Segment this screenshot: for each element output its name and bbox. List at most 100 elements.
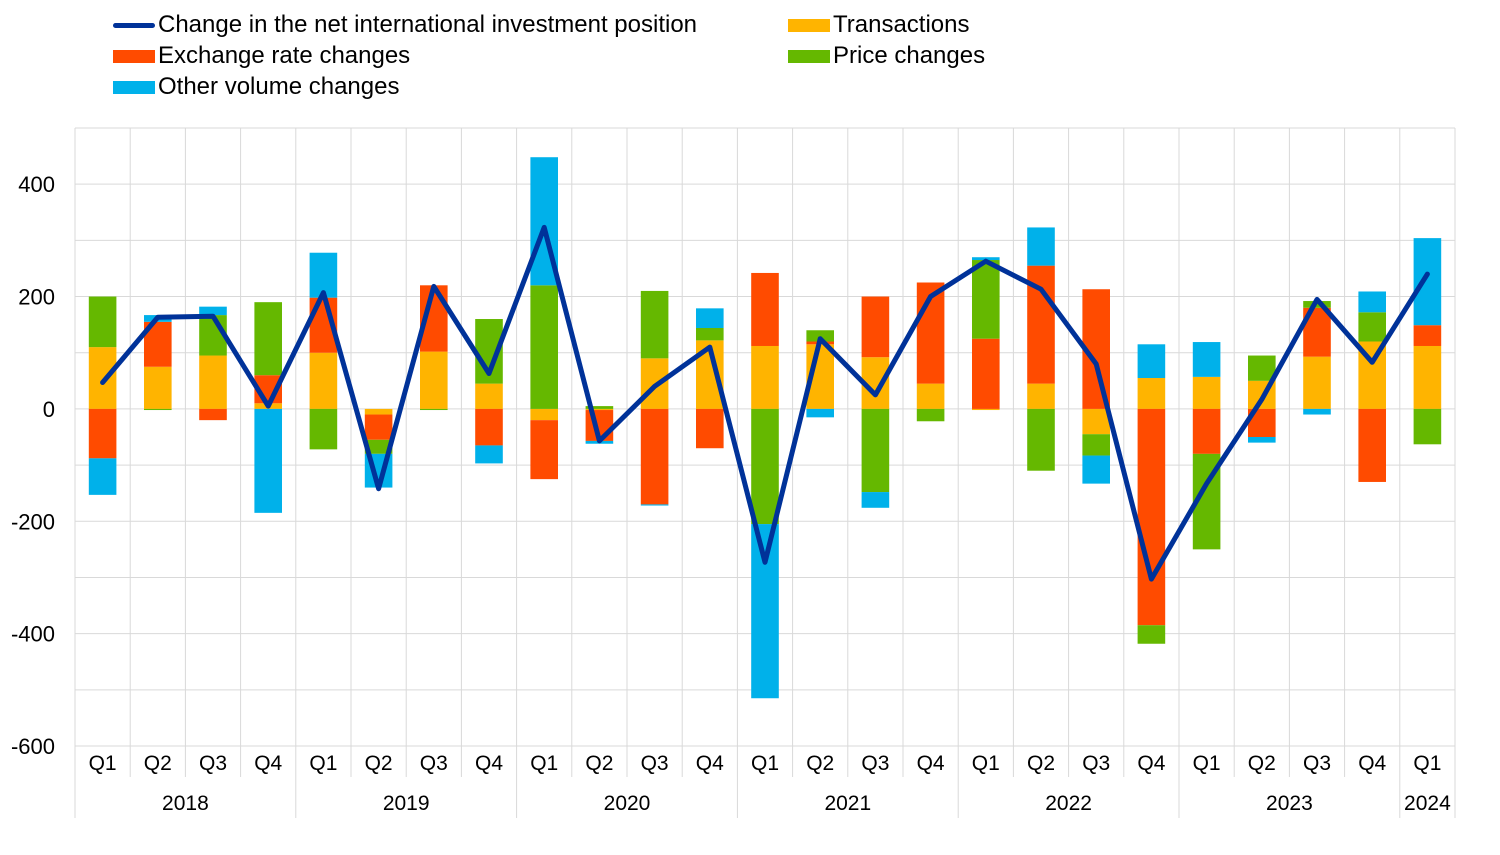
bar-transactions (1303, 356, 1331, 409)
bar-transactions (530, 408, 558, 421)
bar-transactions (1413, 345, 1442, 409)
x-tick-label: Q1 (972, 752, 1000, 775)
x-tick-label: Q3 (199, 752, 227, 775)
x-axis: Q1 Q2 Q3 Q4 Q1 Q2 Q3 Q4 Q1 Q2 Q3 Q4 Q1 Q2 Q3 Q4 Q1 Q2 Q3 Q4… (74, 752, 1456, 818)
bar-transactions (144, 366, 172, 409)
chart-legend: Change in the net international investme… (0, 0, 1500, 110)
bar-transactions (199, 355, 227, 409)
bar-price (640, 290, 669, 359)
bar-transactions (364, 408, 393, 415)
bar-price (1413, 408, 1442, 445)
bar-price (585, 406, 614, 409)
y-tick-label: 400 (18, 172, 55, 197)
x-tick-label: Q2 (144, 752, 172, 775)
y-tick-label: -600 (11, 734, 55, 759)
bar-other (1027, 227, 1055, 266)
bar-exchange (475, 408, 503, 446)
bar-exchange (88, 408, 117, 459)
bar-transactions (1082, 408, 1110, 435)
x-tick-label: Q4 (1137, 752, 1165, 775)
bar-other (1192, 342, 1221, 377)
line-net-position (100, 224, 1430, 582)
x-tick-label: Q1 (1413, 752, 1441, 775)
bar-price (1082, 434, 1110, 456)
y-tick-label: -400 (11, 622, 55, 647)
x-tick-label: Q2 (1248, 752, 1276, 775)
bar-exchange (1192, 408, 1221, 454)
bar-exchange (1413, 325, 1442, 346)
bar-other (1303, 408, 1331, 415)
bar-other (1358, 291, 1386, 313)
bar-price (364, 439, 393, 454)
bar-other (806, 408, 834, 418)
legend-label-transactions: Transactions (833, 11, 970, 38)
legend-item-net: Change in the net international investme… (113, 11, 697, 39)
bar-exchange (1137, 408, 1166, 626)
x-tick-label: Q4 (1358, 752, 1386, 775)
bar-exchange (199, 408, 227, 421)
bar-other (254, 408, 282, 513)
bar-other (861, 492, 890, 508)
year-label: 2022 (1045, 792, 1092, 815)
bar-transactions (751, 345, 779, 409)
bar-exchange (640, 408, 669, 505)
bar-other (88, 458, 117, 495)
bar-exchange (1358, 408, 1386, 482)
bar-price (309, 408, 338, 450)
x-tick-label: Q2 (365, 752, 393, 775)
bar-transactions (309, 352, 338, 409)
y-tick-label: 0 (43, 397, 55, 422)
legend-item-price: Price changes (788, 42, 985, 70)
bar-price (1027, 408, 1055, 471)
x-tick-label: Q1 (751, 752, 779, 775)
bar-price (254, 302, 282, 376)
x-tick-label: Q4 (475, 752, 503, 775)
x-tick-label: Q3 (1303, 752, 1331, 775)
x-tick-label: Q4 (696, 752, 724, 775)
bar-price (696, 328, 724, 341)
bar-transactions (1027, 383, 1055, 409)
bar-exchange (751, 272, 779, 346)
legend-label-price: Price changes (833, 42, 986, 69)
bar-price (916, 408, 945, 422)
legend-label-other: Other volume changes (158, 73, 400, 100)
year-label: 2024 (1404, 792, 1451, 815)
legend-item-transactions: Transactions (788, 11, 970, 39)
x-tick-label: Q2 (806, 752, 834, 775)
bar-price (1137, 625, 1166, 644)
bar-other (640, 504, 669, 506)
bar-other (475, 445, 503, 464)
bar-price (420, 408, 448, 411)
bar-other (1248, 437, 1276, 443)
bar-transactions (1192, 376, 1221, 409)
bar-other (1137, 344, 1166, 379)
bar-price (530, 285, 558, 409)
bar-transactions (1137, 378, 1166, 409)
bar-other (1413, 238, 1442, 326)
x-tick-label: Q2 (1027, 752, 1055, 775)
bar-other (1082, 455, 1110, 484)
year-label: 2019 (383, 792, 430, 815)
bar-transactions (475, 383, 503, 409)
year-label: 2020 (604, 792, 651, 815)
year-label: 2023 (1266, 792, 1313, 815)
bar-price (88, 296, 117, 348)
bar-other (972, 257, 1000, 261)
bar-price (1248, 355, 1276, 381)
bar-price (806, 330, 834, 342)
bar-price (751, 408, 779, 525)
bar-other (696, 308, 724, 329)
bar-series (88, 157, 1442, 699)
legend-item-other: Other volume changes (113, 73, 399, 101)
bar-exchange (696, 408, 724, 449)
y-axis: -600 -400 -200 0 200 400 (11, 172, 55, 759)
x-tick-label: Q3 (861, 752, 889, 775)
bar-exchange (972, 338, 1000, 409)
year-label: 2018 (162, 792, 209, 815)
bar-price (1358, 312, 1386, 342)
bar-other (199, 306, 227, 316)
legend-swatch-exchange (113, 49, 155, 63)
y-tick-label: -200 (11, 509, 55, 534)
legend-label-exchange: Exchange rate changes (158, 42, 411, 69)
